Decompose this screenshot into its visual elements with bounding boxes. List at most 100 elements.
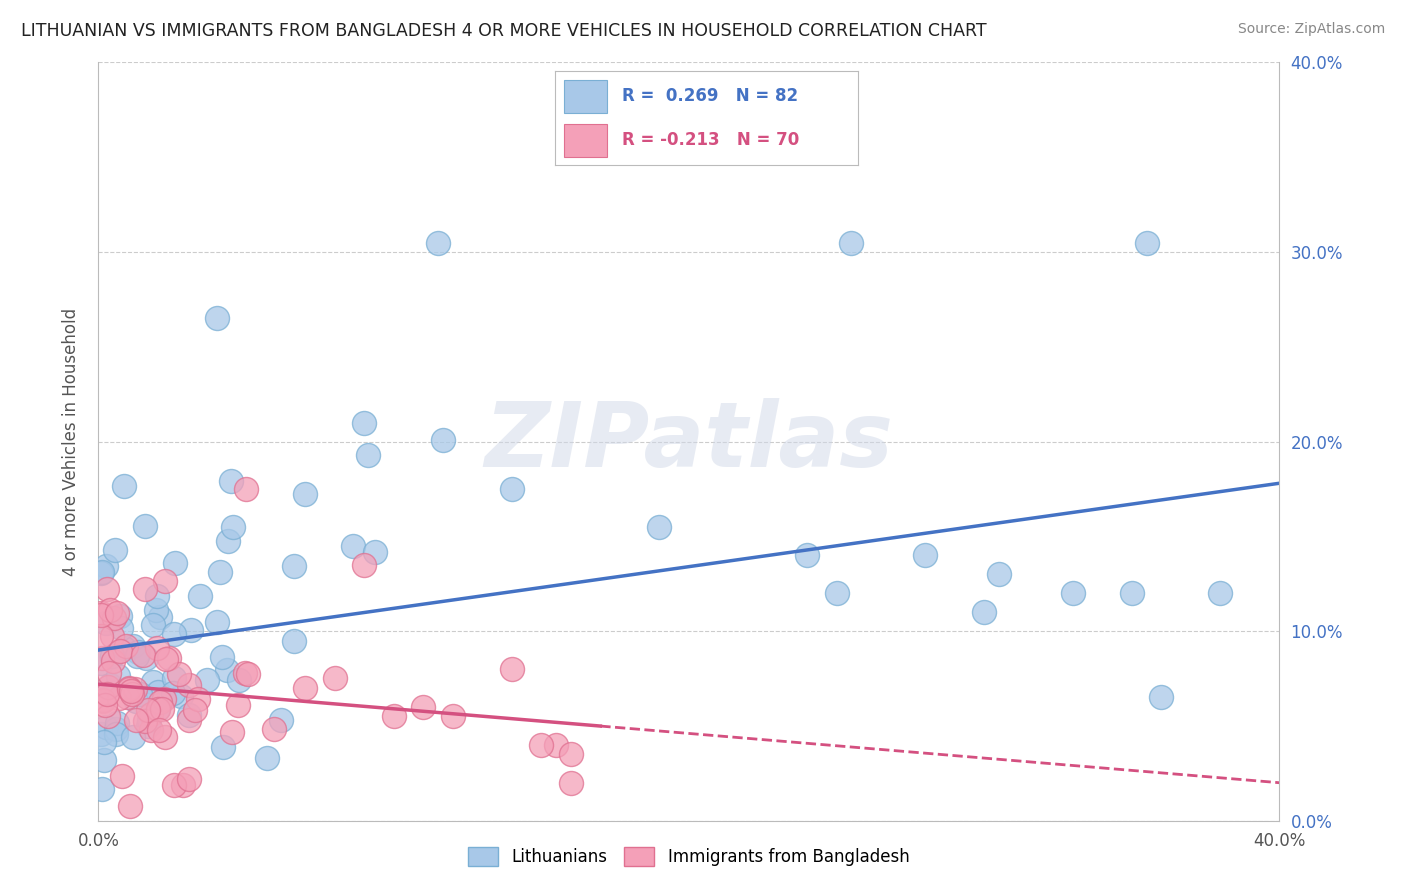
Point — [136, 703, 159, 717]
Point — [187, 692, 209, 706]
Point — [98, 603, 121, 617]
Text: R =  0.269   N = 82: R = 0.269 N = 82 — [621, 87, 799, 104]
Point — [412, 699, 434, 714]
Point — [134, 714, 156, 728]
Y-axis label: 4 or more Vehicles in Household: 4 or more Vehicles in Household — [62, 308, 80, 575]
Point — [149, 695, 172, 709]
Point — [94, 698, 117, 713]
Point — [177, 713, 200, 727]
Point — [1209, 586, 1232, 600]
Point — [103, 611, 125, 625]
Point — [236, 667, 259, 681]
Point — [90, 607, 112, 622]
Point — [162, 686, 184, 700]
Point — [141, 706, 163, 721]
Point — [1150, 690, 1173, 705]
Point — [183, 703, 205, 717]
Point — [142, 675, 165, 690]
Point — [98, 677, 121, 691]
Point — [101, 654, 124, 668]
Point — [124, 694, 146, 708]
Point — [364, 545, 387, 559]
Point — [136, 719, 159, 733]
Point — [97, 680, 120, 694]
Point — [108, 608, 131, 623]
Point — [138, 713, 160, 727]
Point — [357, 448, 380, 462]
Point — [179, 678, 201, 692]
Point — [98, 666, 121, 681]
Point — [546, 738, 568, 752]
Point — [139, 723, 162, 738]
Point — [146, 701, 169, 715]
Point — [1136, 235, 1159, 250]
Point — [94, 720, 117, 734]
Point — [91, 782, 114, 797]
Point — [153, 574, 176, 589]
Point — [382, 709, 405, 723]
Point — [441, 709, 464, 723]
Point — [114, 479, 136, 493]
Point — [118, 682, 141, 697]
Point — [560, 776, 582, 790]
Point — [146, 589, 169, 603]
Point — [1121, 586, 1143, 600]
Point — [228, 673, 250, 688]
Point — [125, 713, 148, 727]
Point — [501, 662, 523, 676]
Point — [100, 629, 122, 643]
Point — [217, 534, 239, 549]
Point — [973, 605, 995, 619]
Point — [207, 615, 229, 630]
Point — [796, 548, 818, 563]
Legend: Lithuanians, Immigrants from Bangladesh: Lithuanians, Immigrants from Bangladesh — [461, 840, 917, 873]
Point — [93, 753, 115, 767]
Point — [353, 416, 375, 430]
Point — [221, 475, 243, 489]
Point — [188, 589, 211, 603]
Point — [122, 639, 145, 653]
Point — [142, 618, 165, 632]
Point — [149, 609, 172, 624]
Point — [91, 651, 114, 665]
Point — [121, 687, 143, 701]
Point — [228, 698, 250, 712]
Point — [90, 565, 112, 579]
Point — [91, 693, 114, 707]
Point — [129, 687, 152, 701]
Point — [90, 657, 112, 671]
Point — [233, 665, 256, 680]
Point — [107, 669, 129, 683]
Point — [152, 691, 174, 706]
Point — [427, 235, 450, 250]
Point — [114, 639, 136, 653]
Point — [294, 487, 316, 501]
Point — [90, 607, 112, 621]
Point — [122, 731, 145, 745]
Point — [217, 663, 239, 677]
Point — [155, 652, 177, 666]
Point — [97, 709, 120, 723]
Point — [270, 713, 292, 727]
Point — [132, 648, 155, 663]
Point — [115, 690, 138, 705]
Point — [211, 649, 233, 664]
Point — [134, 582, 156, 596]
Point — [283, 634, 305, 648]
Point — [94, 559, 117, 574]
Point — [146, 685, 169, 699]
Point — [212, 740, 235, 755]
Point — [163, 672, 186, 686]
Point — [530, 738, 553, 752]
Point — [353, 558, 375, 572]
Text: ZIPatlas: ZIPatlas — [485, 398, 893, 485]
Point — [648, 520, 671, 534]
Bar — [564, 79, 607, 112]
Point — [825, 586, 848, 600]
Point — [105, 716, 128, 731]
Point — [134, 519, 156, 533]
Point — [179, 772, 201, 786]
Point — [127, 649, 149, 664]
Point — [283, 559, 305, 574]
Point — [108, 644, 131, 658]
